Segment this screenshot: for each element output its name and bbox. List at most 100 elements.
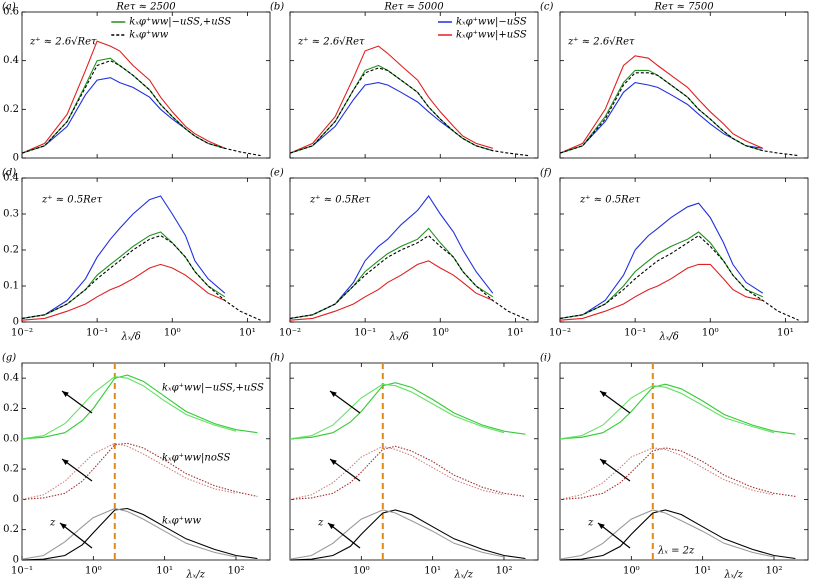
series-line [21, 60, 261, 157]
x-axis-label: λₓ/δ [388, 332, 408, 343]
y-tick-label: 0.2 [3, 104, 19, 115]
y-tick-label: 0.4 [3, 173, 19, 184]
annotation: z⁺ ≈ 0.5Reτ [579, 195, 641, 206]
series-line [289, 82, 493, 154]
y-tick-label: 0.0 [3, 433, 19, 444]
arrow-shaft [597, 522, 631, 549]
series-line [289, 445, 505, 500]
y-tick-label: 0 [13, 317, 19, 328]
annotation: kₓφ⁺ww|noSS [162, 453, 231, 464]
annotation: z [317, 518, 324, 529]
legend-label: kₓφ⁺ww|+uSS [456, 30, 527, 41]
series-line [559, 509, 775, 560]
plot-frame [559, 11, 809, 159]
plot-frame [21, 362, 271, 561]
series-line [21, 507, 237, 560]
y-tick-label: 0 [13, 555, 19, 566]
plot-frame [289, 362, 539, 561]
x-tick-label: 10⁻¹ [354, 328, 376, 339]
panel-title: Reτ ≈ 7500 [653, 2, 714, 13]
series-line [289, 234, 529, 321]
plot-frame [559, 362, 809, 561]
x-tick-label: 10⁰ [85, 566, 102, 577]
series-line [559, 69, 763, 154]
annotation: z⁺ ≈ 0.5Reτ [309, 195, 371, 206]
series-line [289, 227, 494, 319]
series-line [289, 383, 505, 440]
series-line [289, 64, 493, 154]
plot-frame [21, 11, 271, 159]
panel-title: Reτ ≈ 2500 [115, 2, 176, 13]
y-tick-label: 0 [13, 494, 19, 505]
x-tick-label: 10⁰ [702, 328, 719, 339]
series-line [289, 260, 494, 321]
annotation: λₓ = 2z [657, 546, 695, 557]
x-axis-label: λₓ/z [185, 570, 205, 581]
series-line [559, 72, 799, 157]
x-tick-label: 10⁰ [353, 566, 370, 577]
y-tick-label: 0 [13, 153, 19, 164]
series-line [289, 509, 505, 560]
series-line [559, 263, 763, 321]
x-tick-label: 10⁻² [11, 328, 33, 339]
series-line [21, 374, 258, 440]
x-tick-label: 10⁰ [164, 328, 181, 339]
arrow-head [60, 523, 67, 530]
series-line [289, 45, 493, 154]
x-axis-label: λₓ/z [453, 570, 473, 581]
y-tick-label: 0.4 [3, 373, 19, 384]
series-line [289, 67, 529, 157]
panel-label: (g) [2, 353, 16, 364]
series-line [21, 195, 226, 319]
y-tick-label: 0.3 [3, 209, 19, 220]
arrow-shaft [327, 522, 361, 549]
x-tick-label: 10¹ [694, 566, 711, 577]
series-line [21, 376, 237, 440]
x-tick-label: 10¹ [424, 566, 441, 577]
legend-label: kₓφ⁺ww [129, 30, 168, 41]
plot-frame [289, 11, 539, 159]
series-line [21, 234, 261, 321]
panel-label: (f) [540, 168, 552, 179]
series-line [559, 383, 796, 440]
series-line [21, 40, 226, 154]
series-line [559, 447, 796, 500]
x-tick-label: 10² [496, 566, 513, 577]
series-line [289, 382, 526, 440]
arrow-head [600, 391, 607, 397]
annotation: z⁺ ≈ 2.6√Reτ [29, 37, 97, 48]
annotation: z⁺ ≈ 0.5Reτ [41, 195, 103, 206]
x-tick-label: 10⁻¹ [624, 328, 646, 339]
arrow-head [62, 459, 69, 465]
series-line [559, 82, 763, 154]
panel-label: (i) [540, 353, 551, 364]
series-line [21, 442, 237, 500]
x-tick-label: 10¹ [507, 328, 524, 339]
series-line [559, 234, 799, 321]
y-tick-label: 0.2 [3, 403, 19, 414]
y-tick-label: 0.4 [3, 55, 19, 66]
arrow-head [600, 459, 607, 465]
y-tick-label: 0.2 [3, 245, 19, 256]
y-tick-label: 0.2 [3, 464, 19, 475]
series-line [21, 77, 225, 154]
x-tick-label: 10⁻¹ [86, 328, 108, 339]
arrow-head [330, 459, 337, 465]
series-line [21, 231, 226, 319]
x-tick-label: 10¹ [239, 328, 256, 339]
series-line [289, 445, 526, 500]
annotation: z [49, 518, 56, 529]
arrow-head [328, 523, 335, 530]
annotation: kₓφ⁺ww|−uSS,+uSS [162, 383, 264, 394]
panel-label: (b) [270, 2, 284, 13]
legend-label: kₓφ⁺ww|−uSS [456, 17, 527, 28]
panel-label: (a) [2, 2, 16, 13]
series-line [559, 385, 775, 440]
series-line [289, 195, 494, 319]
annotation: z [587, 518, 594, 529]
x-tick-label: 10⁰ [623, 566, 640, 577]
series-line [289, 509, 526, 561]
x-axis-label: λₓ/δ [120, 332, 140, 343]
arrow-head [330, 391, 337, 397]
